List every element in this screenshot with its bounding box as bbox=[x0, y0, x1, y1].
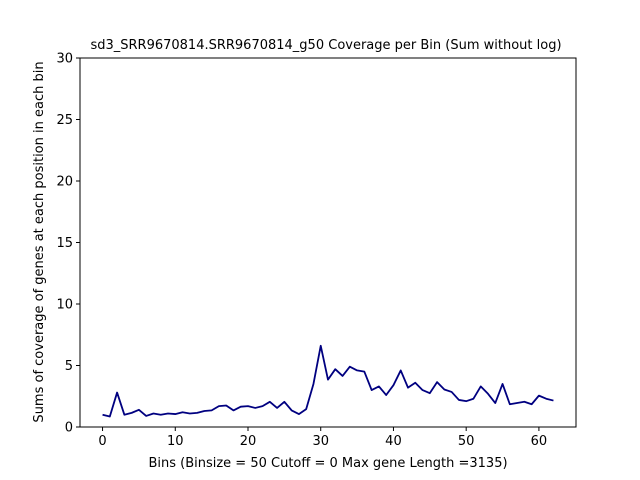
x-tick-label: 60 bbox=[531, 434, 548, 449]
x-tick-label: 20 bbox=[240, 434, 257, 449]
x-axis-label: Bins (Binsize = 50 Cutoff = 0 Max gene L… bbox=[148, 456, 507, 471]
series-line-0 bbox=[102, 344, 554, 418]
y-axis-label: Sums of coverage of genes at each positi… bbox=[32, 61, 47, 422]
x-tick-label: 50 bbox=[458, 434, 475, 449]
y-tick-label: 5 bbox=[65, 359, 73, 374]
x-tick-label: 30 bbox=[312, 434, 329, 449]
y-tick-label: 30 bbox=[56, 52, 73, 67]
y-tick-label: 0 bbox=[65, 421, 73, 436]
y-tick-label: 25 bbox=[56, 113, 73, 128]
x-tick-label: 10 bbox=[167, 434, 184, 449]
chart-marks: 0 10 20 30 40 50 60 0 5 10 15 20 25 30 bbox=[56, 52, 577, 449]
x-tick-label: 40 bbox=[385, 434, 402, 449]
y-tick-label: 15 bbox=[56, 236, 73, 251]
y-tick-label: 20 bbox=[56, 175, 73, 190]
y-tick-label: 10 bbox=[56, 298, 73, 313]
x-tick-label: 0 bbox=[98, 434, 106, 449]
chart-title: sd3_SRR9670814.SRR9670814_g50 Coverage p… bbox=[90, 38, 561, 53]
